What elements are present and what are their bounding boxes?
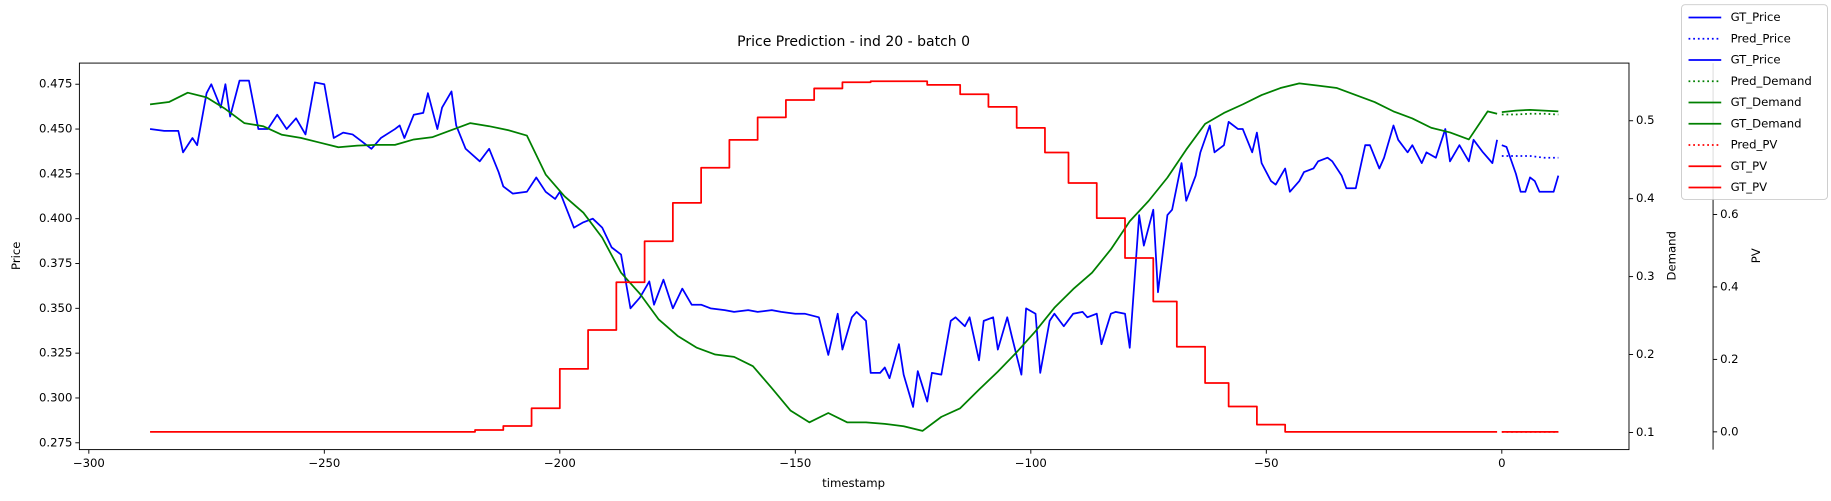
y3-tick-label: 0.0 [1720,424,1739,438]
legend-label: Pred_Demand [1731,74,1812,88]
y2-tick-label: 0.2 [1636,347,1655,361]
axes: −300 −250 −200 −150 −100 −50 0 0.275 0.300 0.325 0… [39,77,1739,470]
series-line [1501,155,1559,159]
legend: GT_Price Pred_Price GT_Price Pred_Demand GT_… [1681,4,1828,200]
y-tick-label: 0.375 [39,256,72,270]
x-tick-label: −300 [73,456,105,470]
series-line [1501,108,1559,114]
legend-label: GT_Demand [1731,95,1802,109]
legend-label: Pred_Price [1731,31,1791,45]
y2-tick-label: 0.4 [1636,191,1655,205]
y-tick-label: 0.475 [39,77,72,91]
y-tick-label: 0.325 [39,346,72,360]
x-axis-label: timestamp [822,476,885,490]
y-axis-label: Price [9,242,23,270]
x-tick-label: −50 [1254,456,1279,470]
x-tick-label: 0 [1498,456,1505,470]
y-tick-label: 0.275 [39,435,72,449]
x-tick-label: −150 [779,456,811,470]
y2-tick-label: 0.5 [1636,113,1655,127]
y2-tick-label: 0.1 [1636,425,1655,439]
legend-label: Pred_PV [1731,138,1778,152]
legend-label: GT_PV [1731,159,1768,173]
y-tick-label: 0.400 [39,211,72,225]
series-line [150,80,1498,433]
series-line [1501,144,1560,193]
series-line [1501,112,1559,116]
chart-title: Price Prediction - ind 20 - batch 0 [737,34,970,50]
y-tick-label: 0.350 [39,301,72,315]
legend-label: GT_PV [1731,180,1768,194]
y3-tick-label: 0.2 [1720,352,1739,366]
y2-axis-label: Demand [1665,231,1679,280]
legend-label: GT_Price [1731,53,1781,67]
y-tick-label: 0.425 [39,166,72,180]
series-line [149,82,1498,432]
legend-box [1681,4,1828,200]
legend-label: GT_Demand [1731,116,1802,130]
y2-tick-label: 0.3 [1636,269,1655,283]
x-tick-label: −200 [544,456,576,470]
series-line [149,79,1498,408]
y-tick-label: 0.450 [39,122,72,136]
y-tick-label: 0.300 [39,390,72,404]
y3-tick-label: 0.6 [1720,207,1739,221]
axes-frame [78,62,1630,451]
plot-area [149,79,1560,433]
x-tick-label: −100 [1015,456,1047,470]
y3-axis-label: PV [1749,248,1763,263]
y3-tick-label: 0.4 [1720,279,1739,293]
legend-label: GT_Price [1731,10,1781,24]
x-tick-label: −250 [308,456,340,470]
